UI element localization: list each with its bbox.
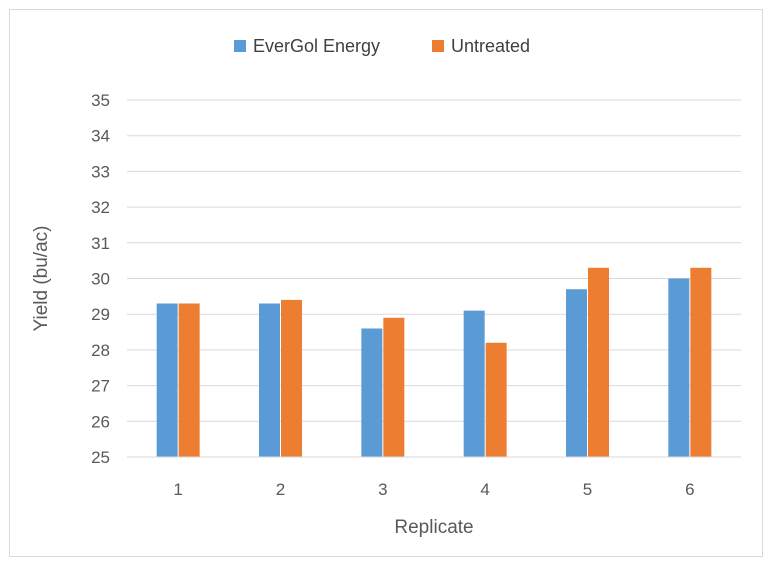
bar-untreated-6 (690, 267, 712, 457)
bar-untreated-3 (383, 317, 405, 457)
y-tick-label: 34 (91, 127, 110, 146)
bar-untreated-2 (281, 299, 302, 457)
y-tick-label: 35 (91, 91, 110, 110)
legend-label-evergol-energy: EverGol Energy (253, 36, 380, 56)
y-tick-label: 25 (91, 448, 110, 467)
x-tick-label: 1 (173, 480, 182, 499)
x-axis-title: Replicate (394, 517, 473, 538)
bar-evergol-energy-1 (156, 303, 178, 457)
bar-untreated-5 (588, 267, 609, 457)
x-tick-label: 6 (685, 480, 694, 499)
y-tick-label: 26 (91, 412, 110, 431)
y-tick-label: 31 (91, 234, 110, 253)
bars (156, 267, 712, 457)
x-tick-label: 5 (583, 480, 592, 499)
legend-swatch-untreated (432, 40, 444, 52)
bar-evergol-energy-5 (566, 289, 587, 457)
x-tick-label: 4 (480, 480, 489, 499)
y-tick-label: 30 (91, 270, 110, 289)
x-axis-ticks: 1 2 3 4 5 6 (173, 480, 694, 499)
y-tick-label: 27 (91, 377, 110, 396)
y-tick-label: 28 (91, 341, 110, 360)
y-axis-ticks: 25 26 27 28 29 30 31 32 33 34 35 (91, 91, 110, 467)
y-axis-title: Yield (bu/ac) (31, 226, 52, 332)
bar-evergol-energy-6 (668, 278, 690, 457)
legend: EverGol Energy Untreated (234, 36, 530, 56)
x-tick-label: 2 (276, 480, 285, 499)
y-tick-label: 33 (91, 162, 110, 181)
legend-label-untreated: Untreated (451, 36, 530, 56)
y-tick-label: 32 (91, 198, 110, 217)
y-tick-label: 29 (91, 305, 110, 324)
bar-untreated-1 (178, 303, 200, 457)
bar-evergol-energy-2 (259, 303, 280, 457)
gridlines (127, 99, 741, 422)
bar-evergol-energy-3 (361, 328, 383, 457)
bar-untreated-4 (485, 342, 507, 457)
bar-evergol-energy-4 (463, 310, 485, 457)
legend-swatch-evergol-energy (234, 40, 246, 52)
x-tick-label: 3 (378, 480, 387, 499)
